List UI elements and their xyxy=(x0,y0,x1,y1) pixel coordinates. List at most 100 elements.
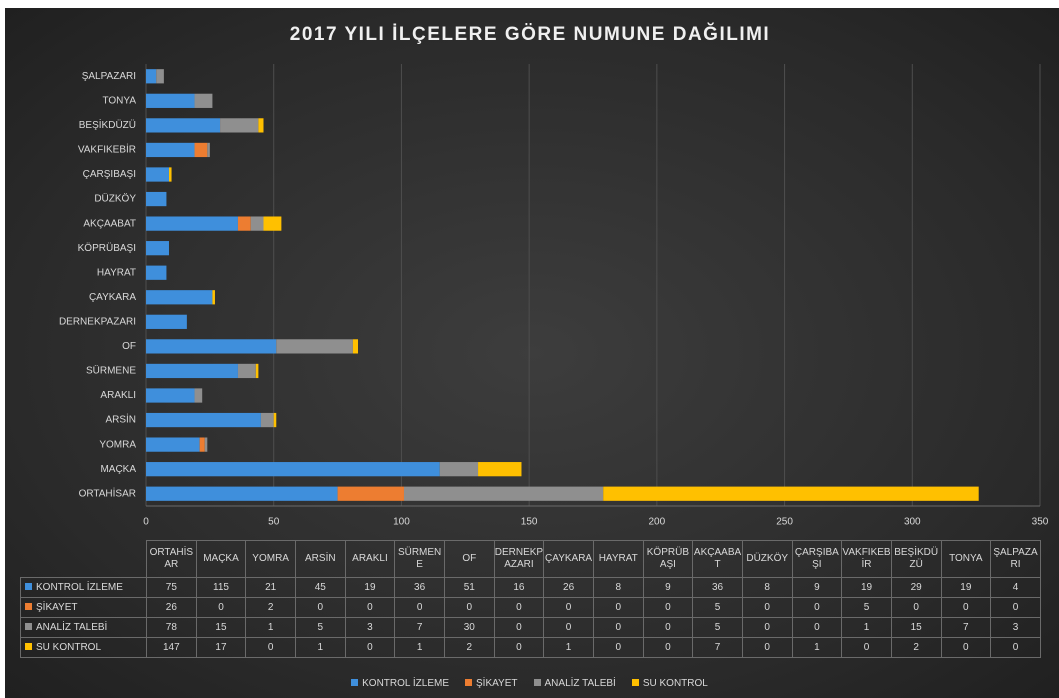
table-cell: 0 xyxy=(741,637,793,658)
table-cell: 0 xyxy=(294,597,346,618)
bar-segment xyxy=(146,167,169,182)
table-cell: 78 xyxy=(146,617,197,638)
table-header-cell: BEŞİKDÜZÜ xyxy=(890,540,942,578)
table-header-cell: MAÇKA xyxy=(195,540,247,578)
bar-segment xyxy=(603,486,979,501)
bar-segment xyxy=(204,437,208,452)
table-cell: 26 xyxy=(543,577,594,598)
bar-segment xyxy=(276,339,353,354)
table-header-cell: ÇAYKARA xyxy=(543,540,594,578)
bar-segment xyxy=(146,486,338,501)
table-series-name: KONTROL İZLEME xyxy=(36,581,123,593)
bar-segment xyxy=(237,216,251,231)
table-header-cell: SÜRMENE xyxy=(394,540,445,578)
bar-segment xyxy=(146,69,157,84)
table-cell: 36 xyxy=(692,577,743,598)
table-cell: 0 xyxy=(493,637,545,658)
bar-segment xyxy=(168,167,172,182)
table-cell: 0 xyxy=(592,617,644,638)
table-header-cell: VAKFIKEBİR xyxy=(841,540,892,578)
data-table: ORTAHİSAR MAÇKA YOMRA ARSİN ARAKLI SÜRMENE OF D… xyxy=(20,540,1041,658)
table-header-cell: ARAKLI xyxy=(344,540,396,578)
table-cell: 5 xyxy=(692,617,743,638)
table-cell: 75 xyxy=(146,577,197,598)
bar-segment xyxy=(258,118,264,133)
table-cell: 7 xyxy=(692,637,743,658)
legend-swatch xyxy=(533,679,541,686)
table-cell: 8 xyxy=(741,577,793,598)
bar-segment xyxy=(250,216,264,231)
y-tick-label: ÇARŞIBAŞI xyxy=(83,169,136,180)
y-tick-label: SÜRMENE xyxy=(86,365,136,377)
bar-segment xyxy=(146,216,238,231)
table-cell: 26 xyxy=(146,597,197,618)
table-key: SU KONTROL xyxy=(20,637,147,658)
bar-segment xyxy=(146,191,167,207)
table-cell: 0 xyxy=(940,637,992,658)
legend-label: ANALİZ TALEBİ xyxy=(544,678,616,689)
table-cell: 0 xyxy=(791,617,843,638)
y-tick-label: BEŞİKDÜZÜ xyxy=(79,118,136,131)
legend-swatch xyxy=(25,582,32,590)
table-header-cell: DERNEKPAZARI xyxy=(493,540,545,578)
y-tick-label: MAÇKA xyxy=(100,464,136,475)
bar-segment xyxy=(199,437,205,452)
table-header-cell: ORTAHİSAR xyxy=(146,540,197,578)
table-cell: 0 xyxy=(841,637,892,658)
bar-segment xyxy=(260,412,274,428)
x-tick-label: 300 xyxy=(904,517,921,528)
bar-segment xyxy=(194,388,203,403)
y-tick-label: ARSİN xyxy=(105,413,136,426)
table-cell: 5 xyxy=(841,597,892,618)
table-cell: 1 xyxy=(791,637,843,658)
table-cell: 0 xyxy=(344,597,396,618)
table-cell: 0 xyxy=(493,597,545,618)
table-cell: 8 xyxy=(592,577,644,598)
table-cell: 5 xyxy=(692,597,743,618)
table-row: KONTROL İZLEME 75 115 21 45 19 36 51 16 26 8 9 36 8 9 1… xyxy=(20,577,1041,598)
table-cell: 1 xyxy=(543,637,594,658)
bar-segment xyxy=(255,363,259,379)
table-row: ANALİZ TALEBİ 78 15 1 5 3 7 30 0 0 0 0 5 0 0 1 15 7 3 xyxy=(20,617,1041,638)
table-cell: 30 xyxy=(443,617,495,638)
table-cell: 2 xyxy=(443,637,495,658)
bar-segment xyxy=(403,486,604,501)
bar-segment xyxy=(212,290,215,305)
bar-segment xyxy=(194,142,208,158)
x-tick-label: 250 xyxy=(776,517,793,528)
table-cell: 2 xyxy=(890,637,942,658)
bar-segment xyxy=(352,339,359,354)
y-tick-label: ŞALPAZARI xyxy=(82,71,136,82)
table-header-cell: AKÇAABAT xyxy=(692,540,743,578)
table-cell: 0 xyxy=(990,637,1041,658)
y-tick-label: VAKFIKEBİR xyxy=(78,143,136,156)
table-header-cell: ÇARŞIBAŞI xyxy=(791,540,843,578)
legend-swatch xyxy=(351,679,359,686)
table-cell: 36 xyxy=(394,577,445,598)
bar-segment xyxy=(478,462,522,477)
table-cell: 0 xyxy=(791,597,843,618)
table-cell: 0 xyxy=(592,597,644,618)
table-cell: 7 xyxy=(394,617,445,638)
bar-segment xyxy=(146,142,195,158)
table-cell: 0 xyxy=(543,597,594,618)
table-cell: 45 xyxy=(294,577,346,598)
y-tick-label: HAYRAT xyxy=(97,267,136,278)
table-cell: 9 xyxy=(791,577,843,598)
bar-segment xyxy=(220,118,259,133)
legend-label: ŞİKAYET xyxy=(476,678,518,689)
table-cell: 1 xyxy=(394,637,445,658)
table-key: ANALİZ TALEBİ xyxy=(20,617,147,638)
y-tick-label: DÜZKÖY xyxy=(94,193,136,205)
table-cell: 19 xyxy=(344,577,396,598)
bar-segment xyxy=(207,142,210,158)
corner xyxy=(20,540,147,578)
bar-segment xyxy=(237,363,256,379)
table-cell: 19 xyxy=(841,577,892,598)
y-tick-label: ÇAYKARA xyxy=(89,292,136,303)
table-series-name: ŞİKAYET xyxy=(36,601,78,613)
y-tick-label: AKÇAABAT xyxy=(83,218,136,229)
bar-segment xyxy=(146,314,187,329)
